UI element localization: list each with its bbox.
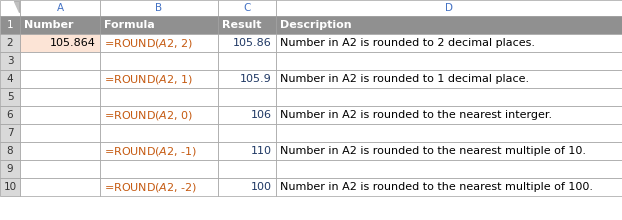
Bar bbox=[276, 142, 622, 160]
Bar bbox=[218, 16, 276, 34]
Bar bbox=[100, 124, 218, 142]
Text: =ROUND($A$2, -2): =ROUND($A$2, -2) bbox=[104, 180, 197, 194]
Bar bbox=[20, 88, 100, 106]
Bar bbox=[20, 106, 100, 124]
Bar bbox=[218, 142, 276, 160]
Bar bbox=[218, 34, 276, 52]
Text: 100: 100 bbox=[251, 182, 272, 192]
Bar bbox=[20, 70, 100, 88]
Text: 5: 5 bbox=[7, 92, 13, 102]
Bar bbox=[0, 178, 20, 196]
Bar bbox=[0, 160, 20, 178]
Bar bbox=[100, 142, 218, 160]
Bar bbox=[276, 0, 622, 16]
Bar bbox=[218, 88, 276, 106]
Bar bbox=[276, 70, 622, 88]
Text: Number in A2 is rounded to 1 decimal place.: Number in A2 is rounded to 1 decimal pla… bbox=[280, 74, 529, 84]
Text: 4: 4 bbox=[7, 74, 13, 84]
Bar bbox=[276, 88, 622, 106]
Text: 106: 106 bbox=[251, 110, 272, 120]
Text: Number in A2 is rounded to the nearest multiple of 100.: Number in A2 is rounded to the nearest m… bbox=[280, 182, 593, 192]
Bar bbox=[20, 34, 100, 52]
Text: Description: Description bbox=[280, 20, 351, 30]
Bar bbox=[0, 88, 20, 106]
Bar bbox=[218, 178, 276, 196]
Text: Number in A2 is rounded to the nearest multiple of 10.: Number in A2 is rounded to the nearest m… bbox=[280, 146, 586, 156]
Text: Number in A2 is rounded to 2 decimal places.: Number in A2 is rounded to 2 decimal pla… bbox=[280, 38, 535, 48]
Bar bbox=[276, 106, 622, 124]
Bar bbox=[0, 106, 20, 124]
Text: D: D bbox=[445, 3, 453, 13]
Bar bbox=[276, 160, 622, 178]
Text: 3: 3 bbox=[7, 56, 13, 66]
Text: 8: 8 bbox=[7, 146, 13, 156]
Bar bbox=[20, 142, 100, 160]
Bar bbox=[100, 178, 218, 196]
Bar bbox=[100, 0, 218, 16]
Bar bbox=[218, 52, 276, 70]
Bar bbox=[276, 16, 622, 34]
Bar bbox=[218, 0, 276, 16]
Bar bbox=[0, 52, 20, 70]
Text: C: C bbox=[243, 3, 251, 13]
Text: A: A bbox=[57, 3, 63, 13]
Bar bbox=[100, 16, 218, 34]
Text: =ROUND($A$2, -1): =ROUND($A$2, -1) bbox=[104, 145, 197, 158]
Bar bbox=[20, 178, 100, 196]
Polygon shape bbox=[14, 1, 19, 12]
Text: =ROUND($A$2, 2): =ROUND($A$2, 2) bbox=[104, 37, 193, 50]
Text: =ROUND($A$2, 1): =ROUND($A$2, 1) bbox=[104, 73, 193, 86]
Text: 9: 9 bbox=[7, 164, 13, 174]
Bar bbox=[0, 0, 20, 16]
Text: Number: Number bbox=[24, 20, 73, 30]
Bar bbox=[100, 34, 218, 52]
Text: 105.864: 105.864 bbox=[50, 38, 96, 48]
Text: 6: 6 bbox=[7, 110, 13, 120]
Bar bbox=[100, 106, 218, 124]
Bar bbox=[276, 52, 622, 70]
Bar bbox=[20, 52, 100, 70]
Bar bbox=[0, 16, 20, 34]
Bar bbox=[100, 88, 218, 106]
Text: Number in A2 is rounded to the nearest interger.: Number in A2 is rounded to the nearest i… bbox=[280, 110, 552, 120]
Bar bbox=[218, 124, 276, 142]
Bar bbox=[276, 178, 622, 196]
Bar bbox=[276, 34, 622, 52]
Bar bbox=[276, 124, 622, 142]
Text: 1: 1 bbox=[7, 20, 13, 30]
Bar bbox=[20, 16, 100, 34]
Bar bbox=[218, 70, 276, 88]
Bar bbox=[20, 124, 100, 142]
Text: Formula: Formula bbox=[104, 20, 155, 30]
Bar bbox=[0, 70, 20, 88]
Bar bbox=[0, 34, 20, 52]
Text: 2: 2 bbox=[7, 38, 13, 48]
Text: 110: 110 bbox=[251, 146, 272, 156]
Text: Result: Result bbox=[222, 20, 261, 30]
Text: 10: 10 bbox=[4, 182, 17, 192]
Text: 105.86: 105.86 bbox=[233, 38, 272, 48]
Bar bbox=[100, 160, 218, 178]
Text: 105.9: 105.9 bbox=[240, 74, 272, 84]
Text: B: B bbox=[156, 3, 162, 13]
Bar bbox=[218, 106, 276, 124]
Bar bbox=[0, 142, 20, 160]
Text: 7: 7 bbox=[7, 128, 13, 138]
Bar bbox=[20, 160, 100, 178]
Bar bbox=[20, 0, 100, 16]
Bar bbox=[0, 124, 20, 142]
Bar bbox=[218, 160, 276, 178]
Bar bbox=[100, 52, 218, 70]
Bar bbox=[100, 70, 218, 88]
Text: =ROUND($A$2, 0): =ROUND($A$2, 0) bbox=[104, 108, 193, 121]
